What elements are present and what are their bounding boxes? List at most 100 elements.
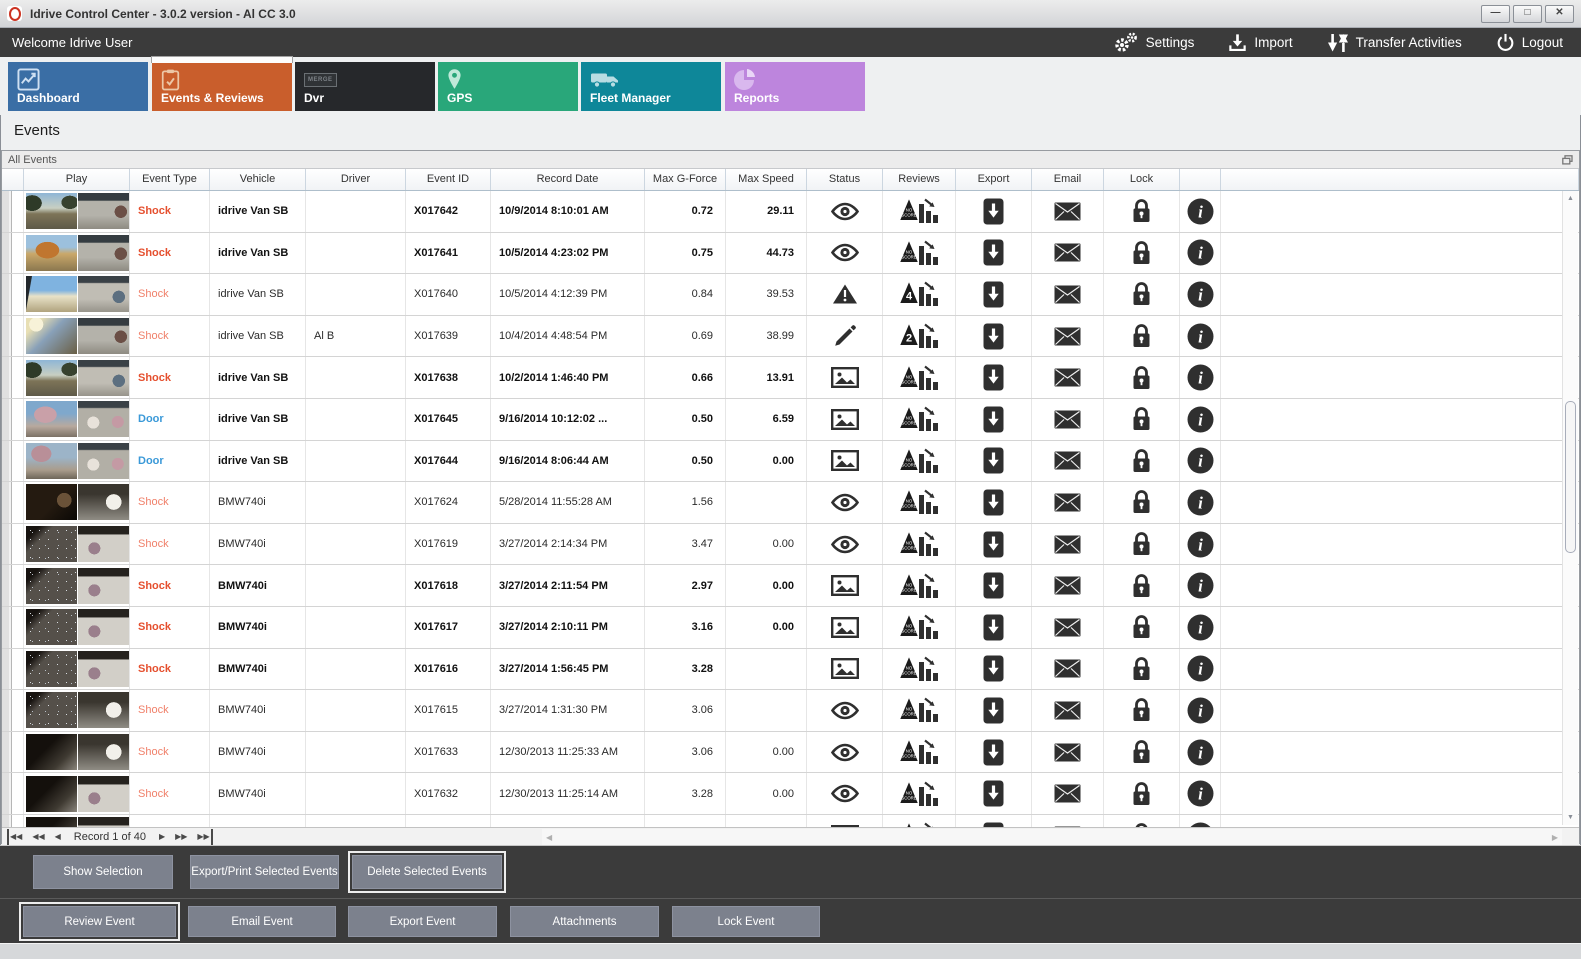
lock-icon[interactable] (1131, 697, 1152, 723)
email-envelope-icon[interactable] (1054, 410, 1081, 429)
hscroll-left-arrow-icon[interactable]: ◀ (546, 832, 553, 842)
logout-button[interactable]: Logout (1496, 33, 1563, 52)
table-row[interactable]: Shock idrive Van SB X017641 10/5/2014 4:… (2, 232, 1579, 275)
export-cell[interactable] (956, 191, 1032, 232)
table-row[interactable]: Door idrive Van SB X017644 9/16/2014 8:0… (2, 440, 1579, 483)
lock-icon[interactable] (1131, 448, 1152, 474)
export-event-button[interactable]: Export Event (348, 906, 497, 937)
row-selector[interactable] (2, 274, 12, 315)
tab-events-reviews[interactable]: Events & Reviews (151, 56, 293, 111)
review-score-icon[interactable]: 4 (899, 279, 939, 309)
table-row[interactable]: Door idrive Van SB X017645 9/16/2014 10:… (2, 398, 1579, 441)
lock-cell[interactable] (1104, 690, 1180, 731)
export-cell[interactable] (956, 814, 1032, 827)
table-row[interactable]: Shock idrive Van SB X017642 10/9/2014 8:… (2, 191, 1579, 233)
row-selector[interactable] (2, 315, 12, 357)
event-thumbnail-cabin[interactable] (78, 401, 129, 438)
info-cell[interactable]: i (1180, 565, 1221, 606)
info-icon[interactable]: i (1187, 406, 1214, 433)
info-icon[interactable]: i (1187, 281, 1214, 308)
event-thumbnail-road[interactable] (26, 526, 77, 563)
email-cell[interactable] (1032, 232, 1104, 274)
lock-icon[interactable] (1131, 573, 1152, 599)
lock-cell[interactable] (1104, 648, 1180, 690)
email-envelope-icon[interactable] (1054, 243, 1081, 262)
email-envelope-icon[interactable] (1054, 368, 1081, 387)
info-cell[interactable]: i (1180, 398, 1221, 440)
vscroll-down-arrow-icon[interactable]: ▼ (1567, 814, 1574, 821)
event-thumbnail-road[interactable] (26, 318, 77, 355)
play-cell[interactable] (24, 315, 130, 357)
event-thumbnail-cabin[interactable] (78, 817, 129, 827)
lock-event-button[interactable]: Lock Event (672, 906, 820, 937)
email-cell[interactable] (1032, 315, 1104, 357)
email-envelope-icon[interactable] (1054, 826, 1081, 827)
export-download-icon[interactable] (983, 780, 1004, 807)
lock-icon[interactable] (1131, 739, 1152, 765)
export-download-icon[interactable] (983, 281, 1004, 308)
event-thumbnail-cabin[interactable] (78, 359, 129, 396)
info-cell[interactable]: i (1180, 482, 1221, 523)
event-thumbnail-road[interactable] (26, 359, 77, 396)
info-cell[interactable]: i (1180, 731, 1221, 773)
email-cell[interactable] (1032, 773, 1104, 814)
info-icon[interactable]: i (1187, 239, 1214, 266)
info-cell[interactable]: i (1180, 191, 1221, 232)
vertical-scrollbar[interactable]: ▲ ▼ (1562, 191, 1578, 825)
lock-icon[interactable] (1131, 323, 1152, 349)
delete-selected-button[interactable]: Delete Selected Events (352, 855, 502, 889)
row-selector[interactable] (2, 482, 12, 523)
play-cell[interactable] (24, 565, 130, 606)
vscroll-up-arrow-icon[interactable]: ▲ (1567, 195, 1574, 202)
lock-cell[interactable] (1104, 731, 1180, 773)
event-thumbnail-road[interactable] (26, 567, 77, 604)
table-row[interactable]: Shock idrive Van SB X017638 10/2/2014 1:… (2, 357, 1579, 399)
event-thumbnail-road[interactable] (26, 775, 77, 812)
info-icon[interactable]: i (1187, 572, 1214, 599)
event-thumbnail-cabin[interactable] (78, 526, 129, 563)
prev-record-button[interactable]: ◀ (54, 832, 61, 841)
export-download-icon[interactable] (983, 447, 1004, 474)
export-cell[interactable] (956, 773, 1032, 814)
play-cell[interactable] (24, 398, 130, 440)
table-row[interactable]: Shock idrive Van SB Al B X017639 10/4/20… (2, 315, 1579, 358)
lock-cell[interactable] (1104, 606, 1180, 648)
email-envelope-icon[interactable] (1054, 535, 1081, 554)
lock-icon[interactable] (1131, 822, 1152, 827)
tab-fleet-manager[interactable]: Fleet Manager (581, 62, 721, 111)
export-cell[interactable] (956, 648, 1032, 690)
tab-dvr[interactable]: MERGE Dvr (295, 62, 435, 111)
export-cell[interactable] (956, 440, 1032, 482)
row-selector[interactable] (2, 523, 12, 565)
event-thumbnail-road[interactable] (26, 442, 77, 479)
row-selector[interactable] (2, 357, 12, 398)
row-selector[interactable] (2, 440, 12, 482)
lock-icon[interactable] (1131, 198, 1152, 224)
email-envelope-icon[interactable] (1054, 327, 1081, 346)
export-download-icon[interactable] (983, 822, 1004, 827)
info-cell[interactable]: i (1180, 440, 1221, 482)
play-cell[interactable] (24, 191, 130, 232)
lock-icon[interactable] (1131, 656, 1152, 682)
table-row[interactable]: Shock BMW740i X017617 3/27/2014 2:10:11 … (2, 606, 1579, 649)
col-event-type[interactable]: Event Type (130, 169, 210, 190)
event-thumbnail-road[interactable] (26, 609, 77, 646)
col-status[interactable]: Status (807, 169, 883, 190)
close-button[interactable]: ✕ (1545, 4, 1574, 23)
email-envelope-icon[interactable] (1054, 451, 1081, 470)
email-cell[interactable] (1032, 731, 1104, 773)
export-download-icon[interactable] (983, 655, 1004, 682)
lock-cell[interactable] (1104, 232, 1180, 274)
export-download-icon[interactable] (983, 489, 1004, 516)
maximize-button[interactable]: □ (1513, 4, 1542, 23)
info-cell[interactable]: i (1180, 232, 1221, 274)
lock-icon[interactable] (1131, 489, 1152, 515)
play-cell[interactable] (24, 357, 130, 398)
export-download-icon[interactable] (983, 697, 1004, 724)
event-thumbnail-cabin[interactable] (78, 775, 129, 812)
play-cell[interactable] (24, 482, 130, 523)
import-button[interactable]: Import (1228, 33, 1293, 52)
email-cell[interactable] (1032, 565, 1104, 606)
